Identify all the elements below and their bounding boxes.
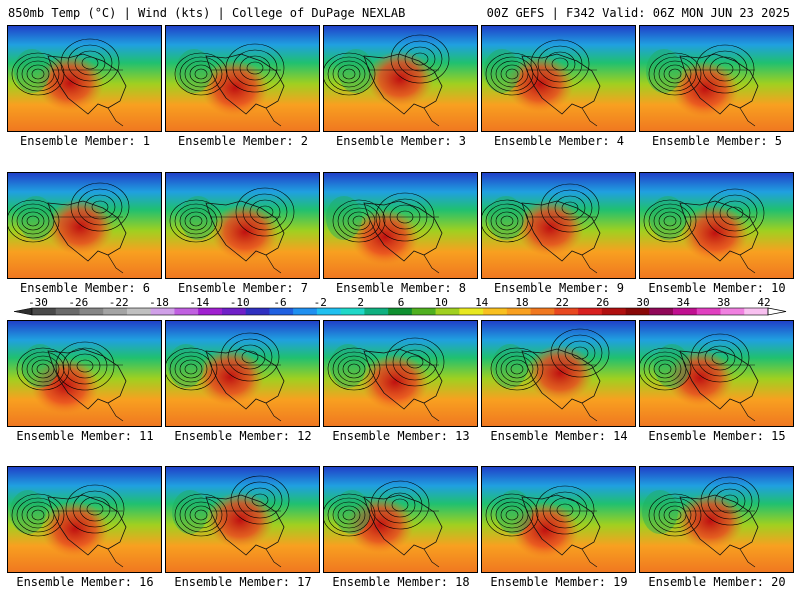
colorbar-segment [126,308,152,315]
ensemble-member-map [323,466,478,573]
ensemble-member-map [323,320,478,427]
colorbar-segment [269,308,294,315]
colorbar-segment [601,308,626,315]
ensemble-member-label: Ensemble Member: 17 [174,575,312,589]
colorbar-tick-label: 34 [677,296,691,309]
colorbar-tick-label: 18 [515,296,528,309]
colorbar-tick-label: 6 [398,296,405,309]
ensemble-member-map [481,466,636,573]
colorbar-segment [625,308,650,315]
colorbar-segment [245,308,270,315]
ensemble-member-map [481,25,636,132]
colorbar-segment [293,308,318,315]
ensemble-member-label: Ensemble Member: 9 [493,281,625,295]
colorbar-tick-label: 14 [475,296,489,309]
ensemble-member-map [165,25,320,132]
ensemble-member-label: Ensemble Member: 10 [648,281,786,295]
colorbar-segment [411,308,436,315]
ensemble-member-map [639,466,794,573]
colorbar-segment [340,308,365,315]
colorbar-tick-label: 26 [596,296,609,309]
ensemble-member-label: Ensemble Member: 8 [335,281,467,295]
ensemble-member-label: Ensemble Member: 7 [177,281,309,295]
ensemble-member-label: Ensemble Member: 14 [490,429,628,443]
colorbar-tick-label: -26 [68,296,88,309]
colorbar-tick-label: -6 [273,296,286,309]
colorbar-segment [55,308,80,315]
colorbar-segment [103,308,128,315]
ensemble-member-label: Ensemble Member: 20 [648,575,786,589]
ensemble-member-map [323,172,478,279]
colorbar-low-arrow [13,307,33,316]
ensemble-member-map [165,466,320,573]
ensemble-member-map [639,172,794,279]
colorbar-high-arrow [767,307,787,316]
ensemble-member-label: Ensemble Member: 15 [648,429,786,443]
colorbar-segment [530,308,555,315]
colorbar-segment [435,308,460,315]
colorbar-segment [744,308,769,315]
ensemble-member-label: Ensemble Member: 12 [174,429,312,443]
colorbar-segment [578,308,603,315]
ensemble-member-map [481,172,636,279]
colorbar-tick-label: -10 [230,296,250,309]
colorbar-segment [696,308,721,315]
ensemble-member-label: Ensemble Member: 6 [19,281,151,295]
colorbar-segment [174,308,199,315]
colorbar-segment [720,308,745,315]
colorbar-tick-label: -30 [28,296,48,309]
colorbar-tick-label: -2 [314,296,327,309]
colorbar-segment [364,308,389,315]
colorbar-tick-label: -22 [109,296,129,309]
colorbar-tick-label: -14 [189,296,209,309]
ensemble-member-map [7,466,162,573]
ensemble-member-label: Ensemble Member: 3 [335,134,467,148]
ensemble-member-map [7,172,162,279]
ensemble-member-label: Ensemble Member: 13 [332,429,470,443]
ensemble-member-map [165,172,320,279]
colorbar-segment [554,308,579,315]
colorbar-tick-label: 2 [357,296,364,309]
colorbar-segment [506,308,531,315]
run-valid-time: 00Z GEFS | F342 Valid: 06Z MON JUN 23 20… [486,6,790,20]
ensemble-member-label: Ensemble Member: 1 [19,134,151,148]
ensemble-member-map [481,320,636,427]
ensemble-member-label: Ensemble Member: 18 [332,575,470,589]
colorbar-tick-label: 42 [757,296,770,309]
colorbar-segment [388,308,413,315]
ensemble-member-map [7,320,162,427]
colorbar-tick-label: 30 [636,296,649,309]
colorbar-tick-label: 22 [556,296,569,309]
ensemble-member-label: Ensemble Member: 4 [493,134,625,148]
ensemble-member-label: Ensemble Member: 11 [16,429,154,443]
colorbar-segment [32,308,57,315]
ensemble-member-label: Ensemble Member: 2 [177,134,309,148]
colorbar-tick-label: -18 [149,296,169,309]
colorbar-tick-label: 10 [435,296,448,309]
ensemble-member-label: Ensemble Member: 19 [490,575,628,589]
ensemble-member-map [323,25,478,132]
colorbar-segment [79,308,104,315]
colorbar-segment [221,308,246,315]
colorbar-segment [459,308,484,315]
map-title: 850mb Temp (°C) | Wind (kts) | College o… [8,6,406,20]
colorbar-segment [649,308,674,315]
temperature-colorbar: -30 -26 -22 -18 -14 -10 -6 -2 2 6 10 14 18 22 26 30 34 38… [13,296,787,316]
ensemble-member-map [639,320,794,427]
colorbar-tick-label: 38 [717,296,730,309]
colorbar-segment [198,308,223,315]
colorbar-segment [483,308,508,315]
ensemble-member-map [7,25,162,132]
ensemble-member-map [639,25,794,132]
ensemble-member-label: Ensemble Member: 16 [16,575,154,589]
colorbar-segment [316,308,341,315]
colorbar-segment [673,308,698,315]
ensemble-member-label: Ensemble Member: 5 [651,134,783,148]
colorbar-segment [150,308,175,315]
ensemble-member-map [165,320,320,427]
